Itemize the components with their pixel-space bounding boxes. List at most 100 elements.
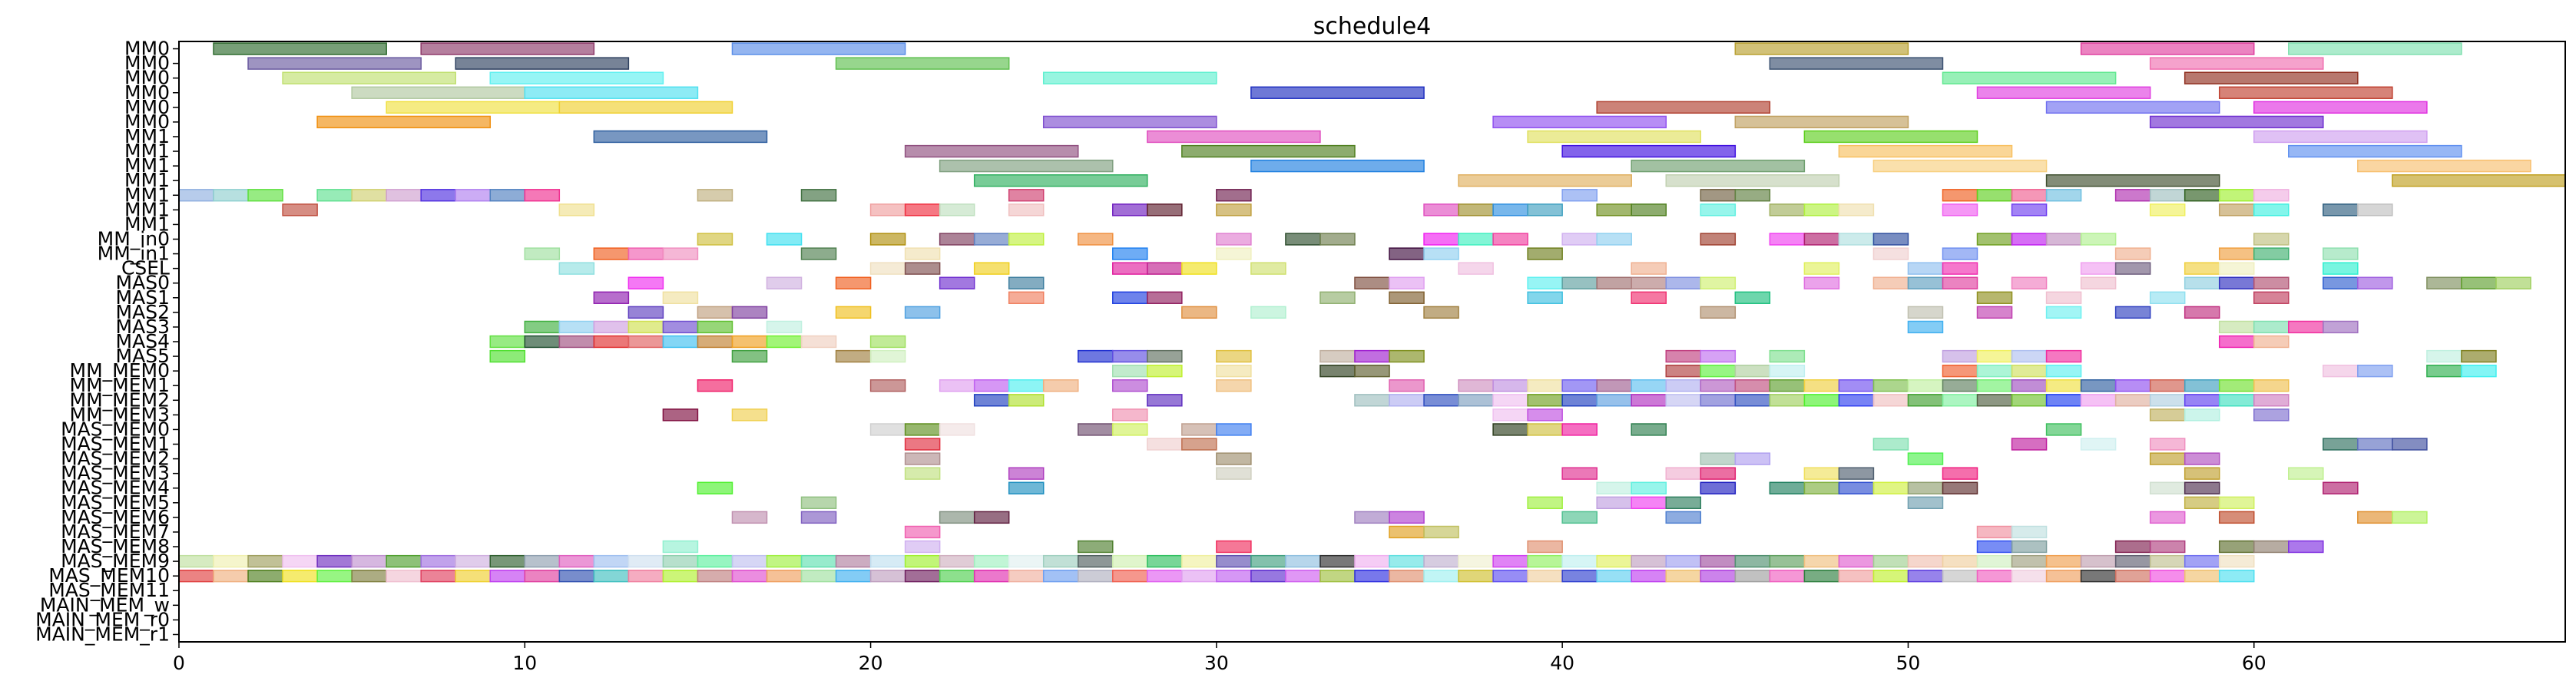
y-tick-label: MM1 xyxy=(124,125,170,147)
task-bar xyxy=(662,291,699,304)
task-bar xyxy=(904,525,941,539)
task-bar xyxy=(1078,349,1114,363)
task-bar xyxy=(1976,569,2013,583)
task-bar xyxy=(1942,394,1978,407)
task-bar xyxy=(1907,554,1944,568)
task-bar xyxy=(1458,379,1494,392)
task-bar xyxy=(1976,554,2013,568)
y-tick-label: MM_MEM0 xyxy=(70,359,170,382)
task-bar xyxy=(662,247,699,260)
task-bar xyxy=(2011,554,2048,568)
chart-title: schedule4 xyxy=(1313,13,1432,40)
task-bar xyxy=(1216,379,1252,392)
task-bar xyxy=(2045,349,2082,363)
task-bar xyxy=(2218,247,2255,260)
task-bar xyxy=(1181,423,1217,436)
task-bar xyxy=(1942,379,1978,392)
task-bar xyxy=(2218,320,2255,334)
task-bar xyxy=(697,306,733,319)
task-bar xyxy=(2045,569,2082,583)
task-bar xyxy=(1042,554,1079,568)
task-bar xyxy=(1181,306,1217,319)
task-bar xyxy=(2184,276,2220,289)
task-bar xyxy=(2011,203,2048,217)
task-bar xyxy=(1008,467,1045,480)
task-bar xyxy=(1596,101,1771,114)
task-bar xyxy=(1354,394,1390,407)
task-bar xyxy=(2045,233,2082,246)
task-bar xyxy=(2184,452,2220,465)
task-bar xyxy=(1181,144,1356,158)
task-bar xyxy=(1907,276,1944,289)
task-bar xyxy=(766,569,803,583)
task-bar xyxy=(973,569,1010,583)
task-bar xyxy=(1147,291,1183,304)
task-bar xyxy=(1492,115,1667,129)
task-bar xyxy=(1216,364,1252,378)
task-bar xyxy=(1527,423,1563,436)
task-bar xyxy=(1492,408,1528,422)
task-bar xyxy=(697,554,733,568)
task-bar xyxy=(1423,569,1459,583)
y-axis-ticks: MM0MM0MM0MM0MM0MM0MM1MM1MM1MM1MM1MM1MM1M… xyxy=(35,38,179,645)
task-bar xyxy=(1389,511,1425,524)
task-bar xyxy=(1769,364,1806,378)
task-bar xyxy=(2253,540,2290,554)
task-bar xyxy=(869,423,906,436)
task-bar xyxy=(213,189,249,202)
task-bar xyxy=(1008,394,1045,407)
task-bar xyxy=(800,496,837,509)
task-bar xyxy=(2011,364,2048,378)
task-bar xyxy=(1354,276,1390,289)
task-bar xyxy=(1665,364,1702,378)
task-bar xyxy=(1907,320,1944,334)
task-bar xyxy=(1458,174,1632,187)
task-bar xyxy=(1112,569,1148,583)
task-bar xyxy=(1561,394,1598,407)
task-bar xyxy=(697,320,733,334)
task-bar xyxy=(1042,569,1079,583)
task-bar xyxy=(1216,349,1252,363)
task-bar xyxy=(1250,86,1425,99)
task-bar xyxy=(386,101,561,114)
task-bar xyxy=(1976,233,2013,246)
y-tick-label: MM0 xyxy=(124,111,170,133)
task-bar xyxy=(1216,569,1252,583)
task-bar xyxy=(800,511,837,524)
task-bar xyxy=(904,247,941,260)
task-bar xyxy=(178,569,214,583)
task-bar xyxy=(1250,569,1286,583)
task-bar xyxy=(939,511,975,524)
task-bar xyxy=(1389,554,1425,568)
task-bar xyxy=(1907,481,1944,494)
task-bar xyxy=(2011,394,2048,407)
task-bar xyxy=(1319,233,1356,246)
task-bar xyxy=(2392,174,2566,187)
task-bar xyxy=(1838,554,1875,568)
task-bar xyxy=(386,189,422,202)
task-bar xyxy=(662,569,699,583)
task-bar xyxy=(1942,262,1978,275)
task-bar xyxy=(973,174,1148,187)
task-bar xyxy=(1631,496,1667,509)
task-bar xyxy=(835,569,872,583)
y-tick-label: MAS_MEM1 xyxy=(61,433,170,455)
task-bar xyxy=(973,394,1010,407)
task-bar xyxy=(178,554,214,568)
task-bar xyxy=(1700,467,1737,480)
task-bar xyxy=(2080,569,2117,583)
task-bar xyxy=(1216,189,1252,202)
task-bar xyxy=(1803,481,1840,494)
task-bar xyxy=(489,349,526,363)
task-bar xyxy=(2357,364,2393,378)
task-bar xyxy=(1527,569,1563,583)
task-bar xyxy=(1769,481,1806,494)
task-bar xyxy=(455,57,630,70)
task-bar xyxy=(1181,262,1217,275)
task-bar xyxy=(2218,569,2255,583)
task-bar xyxy=(1907,379,1944,392)
y-tick-label: MM_in0 xyxy=(98,227,170,250)
task-bar xyxy=(2149,189,2186,202)
task-bar xyxy=(1561,144,1737,158)
task-bar xyxy=(1389,247,1425,260)
